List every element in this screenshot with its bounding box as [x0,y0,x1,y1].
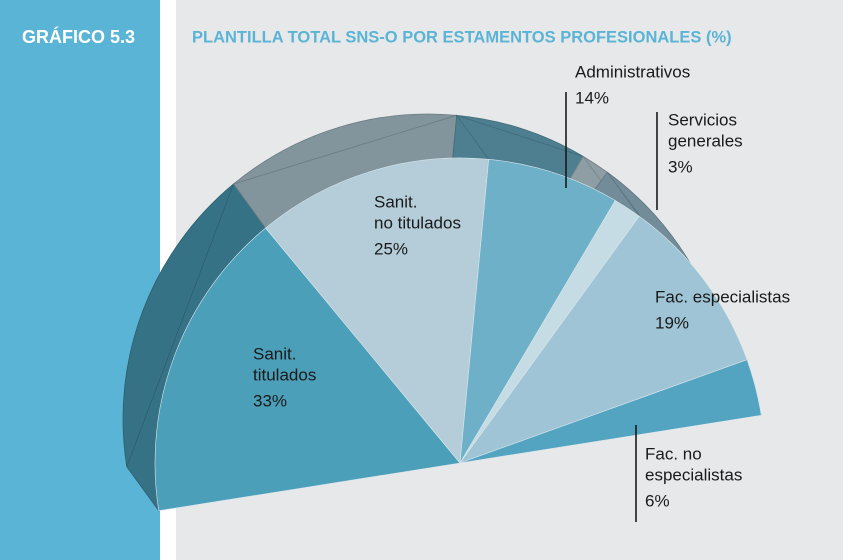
labels: Sanit. titulados 33% Sanit. no titulados 25% A… [253,62,790,522]
value-label: 33% [253,391,287,410]
pie-slice [459,359,762,464]
value-label: 3% [668,157,693,176]
value-label: 14% [575,88,609,107]
slice-label: Sanit. [253,344,296,363]
pie-slice [265,157,490,464]
slice-label: titulados [253,365,316,384]
slice-label: Fac. no [645,444,702,463]
slice-label: generales [668,131,743,150]
slice-label: Servicios [668,110,737,129]
pie-slice [154,227,461,512]
slice-label: especialistas [645,465,742,484]
pie [154,157,762,512]
figure-label: GRÁFICO 5.3 [22,26,135,47]
value-label: 25% [374,239,408,258]
slice-label: Sanit. [374,192,417,211]
value-label: 6% [645,491,670,510]
chart-title: PLANTILLA TOTAL SNS-O POR ESTAMENTOS PRO… [192,28,732,46]
slice-label: Administrativos [575,62,690,81]
slice-label: no titulados [374,213,461,232]
pie-slice [459,159,616,464]
pie-slice [459,215,748,464]
value-label: 19% [655,313,689,332]
slice-label: Fac. especialistas [655,287,790,306]
